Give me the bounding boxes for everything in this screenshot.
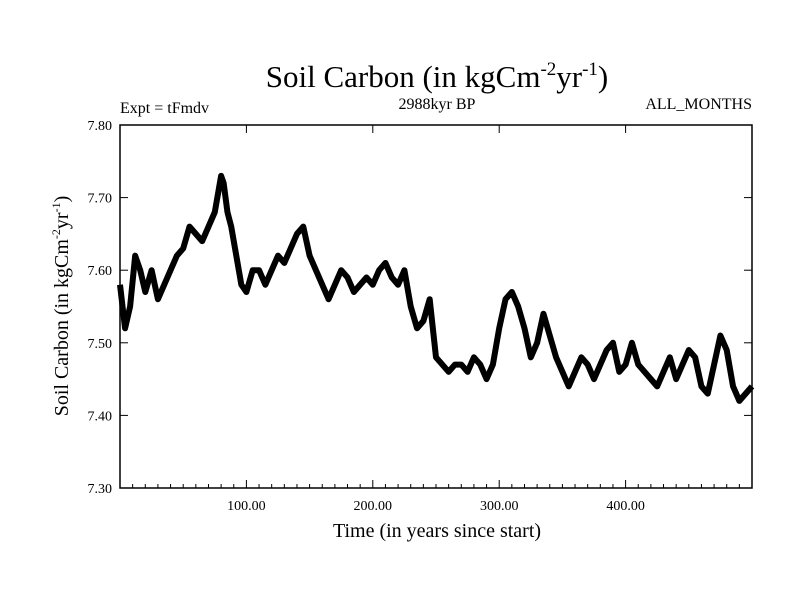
plot-frame — [119, 124, 753, 489]
series-line-0 — [117, 172, 755, 404]
y-axis-label: Soil Carbon (in kgCm-2yr-1) — [49, 196, 73, 417]
y-tick-label: 7.50 — [88, 337, 113, 352]
x-tick-label: 200.00 — [354, 499, 393, 514]
y-axis-ticks: 7.30 7.40 7.50 7.60 7.70 7.80 — [88, 119, 752, 497]
series-group — [117, 172, 755, 404]
y-tick-label: 7.70 — [88, 192, 113, 207]
chart-title: Soil Carbon (in kgCm-2yr-1) — [266, 59, 609, 94]
y-tick-label: 7.60 — [88, 264, 113, 279]
x-axis-label: Time (in years since start) — [333, 520, 541, 542]
x-tick-label: 300.00 — [480, 499, 519, 514]
expt-label: Expt = tFmdv — [120, 100, 209, 117]
x-tick-label: 100.00 — [227, 499, 266, 514]
y-tick-label: 7.40 — [88, 409, 113, 424]
y-tick-label: 7.30 — [88, 482, 113, 497]
x-tick-label: 400.00 — [606, 499, 645, 514]
y-tick-label: 7.80 — [88, 119, 113, 134]
months-label: ALL_MONTHS — [645, 96, 752, 113]
period-label: 2988kyr BP — [399, 96, 476, 113]
x-axis-ticks: 100.00 200.00 300.00 400.00 — [132, 125, 740, 514]
